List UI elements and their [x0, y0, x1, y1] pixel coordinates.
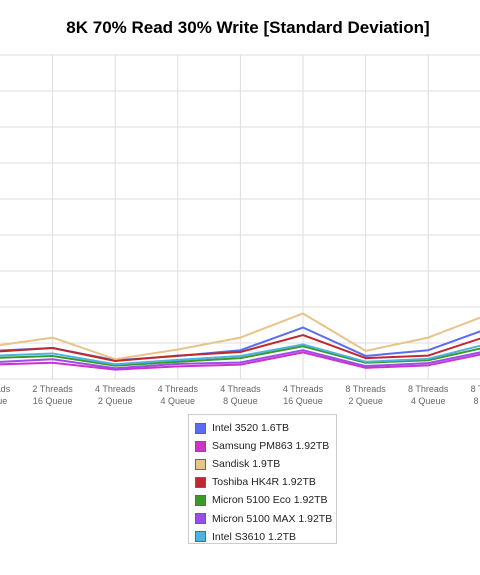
series-line-2 — [0, 312, 480, 361]
chart-title: 8K 70% Read 30% Write [Standard Deviatio… — [66, 18, 430, 37]
x-tick-label: 8 Threads — [408, 384, 449, 394]
legend-label: Micron 5100 Eco 1.92TB — [212, 494, 328, 507]
legend: Intel 3520 1.6TB Samsung PM863 1.92TB Sand… — [188, 414, 337, 544]
legend-swatch — [195, 458, 206, 470]
series-line-5 — [0, 349, 480, 370]
line-chart: 2 Threads 8 Queue 2 Threads 16 Queue 4 Threa… — [0, 54, 480, 406]
legend-swatch — [195, 476, 206, 488]
legend-item[interactable]: Samsung PM863 1.92TB — [189, 437, 336, 455]
legend-swatch — [195, 531, 206, 543]
x-tick-label: 2 Queue — [348, 396, 383, 406]
legend-item[interactable]: Toshiba HK4R 1.92TB — [189, 473, 336, 491]
legend-swatch — [195, 422, 206, 434]
x-tick-label: 2 Threads — [0, 384, 11, 394]
series-lines — [0, 312, 480, 371]
legend-label: Intel 3520 1.6TB — [212, 422, 290, 435]
x-tick-label: 4 Threads — [95, 384, 136, 394]
legend-label: Toshiba HK4R 1.92TB — [212, 476, 316, 489]
x-tick-label: 16 Queue — [33, 396, 73, 406]
x-tick-label: 2 Threads — [32, 384, 73, 394]
x-tick-label: 4 Threads — [220, 384, 261, 394]
legend-swatch — [195, 494, 206, 506]
x-tick-label: 4 Threads — [283, 384, 324, 394]
legend-label: Intel S3610 1.2TB — [212, 530, 297, 543]
x-tick-label: 4 Queue — [161, 396, 196, 406]
legend-label: Samsung PM863 1.92TB — [212, 440, 330, 453]
legend-label: Sandisk 1.9TB — [212, 458, 281, 471]
x-tick-label: 8 Queue — [0, 396, 7, 406]
x-tick-label: 8 Threads — [345, 384, 386, 394]
x-tick-label: 8 Threads — [471, 384, 480, 394]
x-axis-ticks: 2 Threads 8 Queue 2 Threads 16 Queue 4 Threa… — [0, 384, 480, 406]
x-tick-label: 4 Queue — [411, 396, 446, 406]
legend-item[interactable]: Intel S3610 1.2TB — [189, 528, 336, 546]
x-tick-label: 8 Queue — [474, 396, 480, 406]
legend-item[interactable]: Sandisk 1.9TB — [189, 455, 336, 473]
series-line-3 — [0, 334, 480, 362]
legend-item[interactable]: Micron 5100 Eco 1.92TB — [189, 491, 336, 509]
series-line-6 — [0, 343, 480, 366]
x-tick-label: 2 Queue — [98, 396, 133, 406]
legend-item[interactable]: Intel 3520 1.6TB — [189, 419, 336, 437]
legend-swatch — [195, 513, 206, 525]
x-tick-label: 16 Queue — [283, 396, 323, 406]
legend-item[interactable]: Micron 5100 MAX 1.92TB — [189, 509, 336, 527]
x-tick-label: 4 Threads — [158, 384, 199, 394]
legend-swatch — [195, 440, 206, 452]
x-tick-label: 8 Queue — [223, 396, 258, 406]
legend-label: Micron 5100 MAX 1.92TB — [212, 512, 333, 525]
grid — [0, 54, 480, 380]
series-line-4 — [0, 345, 480, 367]
series-line-1 — [0, 351, 480, 371]
